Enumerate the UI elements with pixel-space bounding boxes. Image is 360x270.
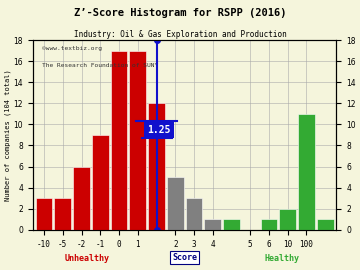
Text: Unhealthy: Unhealthy — [65, 254, 110, 264]
Text: Industry: Oil & Gas Exploration and Production: Industry: Oil & Gas Exploration and Prod… — [74, 30, 286, 39]
Bar — [298, 114, 315, 230]
Bar — [167, 177, 184, 230]
Bar — [36, 198, 53, 230]
Bar — [204, 219, 221, 230]
Bar — [54, 198, 71, 230]
Bar — [129, 50, 146, 230]
Bar — [279, 209, 296, 230]
Bar — [261, 219, 278, 230]
Bar — [148, 103, 165, 230]
Text: Z’-Score Histogram for RSPP (2016): Z’-Score Histogram for RSPP (2016) — [74, 8, 286, 18]
Y-axis label: Number of companies (104 total): Number of companies (104 total) — [4, 69, 11, 201]
Bar — [92, 135, 109, 230]
Text: Healthy: Healthy — [264, 254, 299, 264]
Text: ©www.textbiz.org: ©www.textbiz.org — [42, 46, 102, 51]
Bar — [317, 219, 334, 230]
Bar — [73, 167, 90, 230]
Text: 1.25: 1.25 — [147, 125, 171, 135]
Bar — [111, 50, 127, 230]
X-axis label: Score: Score — [172, 253, 197, 262]
Bar — [185, 198, 202, 230]
Bar — [223, 219, 240, 230]
Text: The Research Foundation of SUNY: The Research Foundation of SUNY — [42, 63, 158, 68]
